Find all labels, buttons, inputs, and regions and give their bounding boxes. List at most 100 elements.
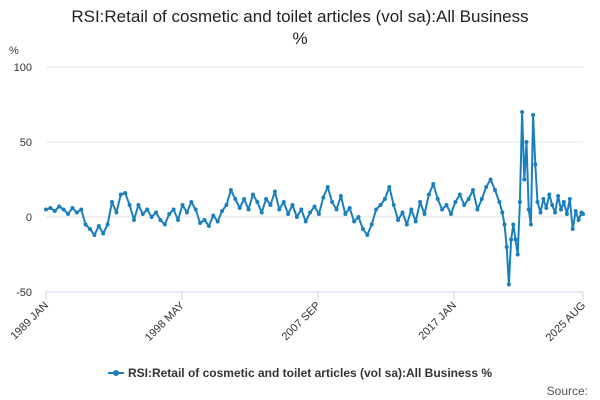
data-point[interactable]: [110, 200, 114, 204]
data-point[interactable]: [462, 203, 467, 207]
data-point[interactable]: [127, 203, 132, 207]
data-point[interactable]: [435, 197, 440, 201]
data-point[interactable]: [215, 219, 220, 224]
data-point[interactable]: [365, 233, 370, 237]
data-point[interactable]: [479, 197, 484, 201]
data-point[interactable]: [162, 222, 167, 227]
data-point[interactable]: [356, 215, 361, 219]
data-point[interactable]: [374, 207, 379, 212]
data-point[interactable]: [449, 212, 453, 216]
data-point[interactable]: [83, 222, 88, 227]
data-point[interactable]: [66, 212, 70, 216]
data-point[interactable]: [105, 222, 110, 227]
data-point[interactable]: [176, 218, 180, 222]
data-point[interactable]: [431, 182, 436, 186]
series-line[interactable]: [45, 111, 584, 286]
data-point[interactable]: [101, 231, 106, 236]
data-point[interactable]: [206, 224, 211, 228]
chart-legend[interactable]: RSI:Retail of cosmetic and toilet articl…: [0, 366, 600, 380]
data-point[interactable]: [118, 192, 123, 197]
data-point[interactable]: [526, 207, 531, 212]
data-point[interactable]: [387, 185, 392, 189]
data-point[interactable]: [581, 212, 585, 216]
data-point[interactable]: [567, 197, 572, 201]
data-point[interactable]: [132, 218, 136, 222]
data-point[interactable]: [369, 222, 374, 227]
data-point[interactable]: [255, 200, 260, 204]
data-point[interactable]: [92, 233, 97, 237]
data-point[interactable]: [299, 207, 304, 212]
data-point[interactable]: [123, 191, 128, 195]
data-point[interactable]: [334, 207, 339, 212]
data-point[interactable]: [140, 212, 145, 216]
data-point[interactable]: [520, 110, 525, 114]
data-point[interactable]: [497, 200, 502, 204]
data-point[interactable]: [531, 113, 536, 117]
data-point[interactable]: [418, 200, 423, 204]
data-point[interactable]: [500, 210, 505, 215]
data-point[interactable]: [556, 194, 561, 198]
data-point[interactable]: [167, 212, 172, 216]
data-point[interactable]: [250, 192, 255, 197]
data-point[interactable]: [321, 195, 326, 200]
data-point[interactable]: [513, 237, 518, 242]
data-point[interactable]: [466, 197, 471, 201]
data-point[interactable]: [286, 212, 291, 216]
data-point[interactable]: [400, 210, 405, 215]
data-point[interactable]: [158, 218, 163, 222]
data-point[interactable]: [220, 209, 225, 213]
data-point[interactable]: [533, 162, 538, 167]
data-point[interactable]: [202, 218, 207, 222]
data-point[interactable]: [246, 207, 251, 212]
data-point[interactable]: [360, 227, 365, 231]
data-point[interactable]: [506, 282, 511, 287]
data-point[interactable]: [136, 203, 141, 207]
data-point[interactable]: [308, 210, 313, 215]
data-point[interactable]: [294, 215, 299, 219]
data-point[interactable]: [409, 207, 414, 212]
data-point[interactable]: [211, 213, 216, 218]
data-point[interactable]: [535, 200, 540, 204]
data-point[interactable]: [242, 197, 247, 201]
data-point[interactable]: [391, 203, 396, 207]
data-point[interactable]: [303, 219, 308, 224]
data-point[interactable]: [272, 189, 277, 194]
data-point[interactable]: [57, 204, 62, 209]
data-point[interactable]: [343, 212, 348, 216]
data-point[interactable]: [509, 237, 514, 242]
data-point[interactable]: [413, 219, 418, 224]
data-point[interactable]: [522, 177, 527, 182]
data-point[interactable]: [547, 192, 552, 197]
data-point[interactable]: [564, 212, 569, 216]
data-point[interactable]: [378, 203, 383, 207]
data-point[interactable]: [338, 194, 343, 198]
data-point[interactable]: [484, 185, 489, 189]
data-point[interactable]: [96, 224, 101, 228]
data-point[interactable]: [544, 206, 549, 210]
data-point[interactable]: [576, 218, 581, 222]
data-point[interactable]: [88, 227, 92, 231]
data-point[interactable]: [352, 219, 357, 224]
data-point[interactable]: [198, 221, 203, 225]
data-point[interactable]: [259, 210, 264, 215]
data-point[interactable]: [189, 200, 194, 204]
data-point[interactable]: [457, 192, 462, 197]
data-point[interactable]: [193, 207, 198, 212]
data-point[interactable]: [444, 203, 449, 207]
data-point[interactable]: [277, 207, 282, 212]
data-point[interactable]: [504, 245, 509, 249]
data-point[interactable]: [453, 200, 458, 204]
data-point[interactable]: [237, 206, 242, 210]
data-point[interactable]: [573, 209, 578, 213]
data-point[interactable]: [347, 206, 352, 210]
data-point[interactable]: [426, 192, 431, 197]
data-point[interactable]: [228, 188, 233, 192]
data-point[interactable]: [330, 200, 335, 204]
data-point[interactable]: [79, 207, 84, 212]
data-point[interactable]: [312, 204, 317, 209]
data-point[interactable]: [224, 203, 229, 207]
data-point[interactable]: [404, 222, 409, 227]
data-point[interactable]: [316, 212, 321, 216]
data-point[interactable]: [382, 197, 387, 201]
data-point[interactable]: [61, 207, 66, 212]
